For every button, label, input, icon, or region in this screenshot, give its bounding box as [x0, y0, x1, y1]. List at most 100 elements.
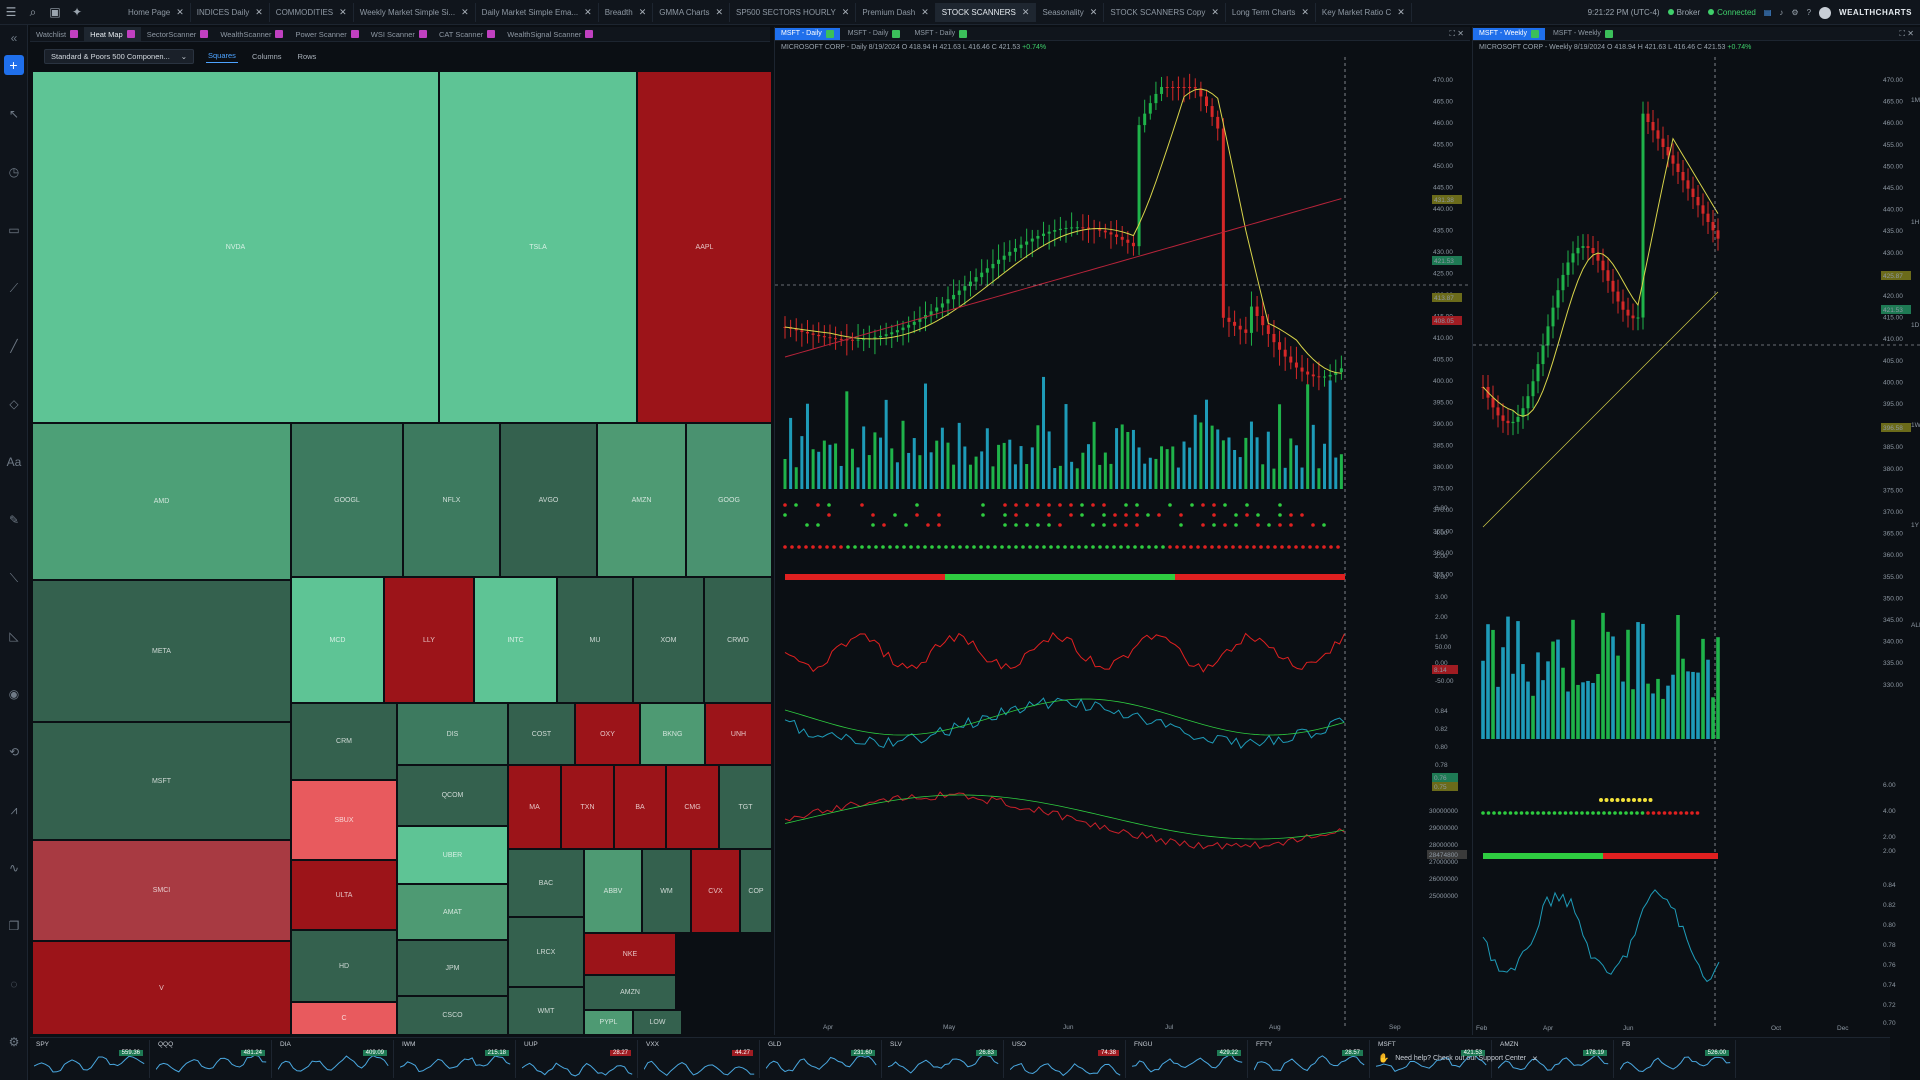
measure-tool-icon[interactable]: ◺	[9, 629, 19, 643]
ruler-tool-icon[interactable]: ⟍	[9, 570, 19, 585]
heatmap-cell[interactable]: V	[32, 941, 291, 1035]
heatmap-cell[interactable]: SBUX	[291, 780, 397, 860]
heatmap-cell[interactable]: CMG	[666, 765, 719, 849]
workspace-tab[interactable]: STOCK SCANNERS Copy ✕	[1104, 2, 1226, 22]
heatmap-cell[interactable]: AMZN	[584, 975, 676, 1010]
heatmap-cell[interactable]: BAC	[508, 849, 584, 917]
heatmap-cell[interactable]: LLY	[384, 577, 474, 703]
heatmap-cell[interactable]: WM	[642, 849, 691, 933]
ticker-mini-chart[interactable]: QQQ 481.24	[152, 1040, 272, 1078]
ticker-mini-chart[interactable]: FB 526.00	[1616, 1040, 1736, 1078]
heatmap-cell[interactable]: QCOM	[397, 765, 508, 826]
eye-tool-icon[interactable]: ◉	[8, 687, 20, 701]
bell-icon[interactable]: ♪	[1779, 8, 1784, 17]
close-tab-icon[interactable]: ✕	[255, 6, 263, 17]
ticker-mini-chart[interactable]: GLD 231.60	[762, 1040, 882, 1078]
pattern-tool-icon[interactable]: ∿	[8, 861, 20, 875]
scanner-tab[interactable]: CAT Scanner	[433, 27, 501, 42]
ticker-mini-chart[interactable]: FNGU 429.22	[1128, 1040, 1248, 1078]
menu-icon[interactable]: ☰	[5, 5, 17, 19]
ai-icon[interactable]: ✦	[71, 5, 83, 19]
heatmap-cell[interactable]: UBER	[397, 826, 508, 884]
heatmap-cell[interactable]: CSCO	[397, 996, 508, 1035]
workspace-tab[interactable]: Daily Market Simple Ema... ✕	[476, 2, 599, 22]
close-tab-icon[interactable]: ✕	[176, 6, 184, 17]
ticker-mini-chart[interactable]: FFTY 28.57	[1250, 1040, 1370, 1078]
collapse-icon[interactable]: «	[10, 31, 18, 45]
avatar[interactable]	[1819, 6, 1832, 19]
workspace-tab[interactable]: GMMA Charts ✕	[653, 2, 731, 22]
heatmap-cell[interactable]: XOM	[633, 577, 704, 703]
heatmap-cell[interactable]: NVDA	[32, 71, 439, 423]
close-tab-icon[interactable]: ✕	[1089, 6, 1098, 17]
heatmap-cell[interactable]: BKNG	[640, 703, 705, 765]
scanner-tab[interactable]: SectorScanner	[141, 27, 215, 42]
ticker-mini-chart[interactable]: IWM 215.18	[396, 1040, 516, 1078]
ticker-mini-chart[interactable]: SPY 559.36	[30, 1040, 150, 1078]
lock-tool-icon[interactable]: ◌	[10, 977, 18, 991]
close-tab-icon[interactable]: ✕	[339, 6, 347, 17]
close-icon[interactable]: ✕	[1531, 1055, 1538, 1063]
layout-icon[interactable]: ▣	[49, 5, 61, 19]
close-tab-icon[interactable]: ✕	[715, 6, 724, 17]
workspace-tab[interactable]: SP500 SECTORS HOURLY ✕	[730, 2, 857, 22]
heatmap-cell[interactable]: LOW	[633, 1010, 682, 1035]
heatmap-cell[interactable]: CRWD	[704, 577, 772, 703]
workspace-tab[interactable]: STOCK SCANNERS ✕	[935, 2, 1037, 22]
workspace-tab[interactable]: Long Term Charts ✕	[1226, 2, 1316, 22]
heatmap-cell[interactable]: LRCX	[508, 917, 584, 987]
support-banner[interactable]: ✋ Need help? Check out our Support Cente…	[1378, 1053, 1538, 1063]
close-tab-icon[interactable]: ✕	[584, 6, 592, 17]
heatmap-cell[interactable]: MCD	[291, 577, 384, 703]
clock-tool-icon[interactable]: ◷	[8, 165, 20, 179]
scanner-tab[interactable]: WealthSignal Scanner	[501, 27, 599, 42]
ticker-mini-chart[interactable]: VXX 44.27	[640, 1040, 760, 1078]
help-icon[interactable]: ?	[1806, 8, 1812, 17]
layout-option-squares[interactable]: Squares	[206, 49, 238, 63]
chart-tab[interactable]: MSFT - Daily	[908, 28, 973, 40]
heatmap-cell[interactable]: BA	[614, 765, 666, 849]
brush-tool-icon[interactable]: ✎	[8, 513, 20, 527]
workspace-tab[interactable]: COMMODITIES ✕	[270, 2, 354, 22]
search-icon[interactable]: ⌕	[29, 4, 37, 19]
magnet-tool-icon[interactable]: ⟲	[8, 745, 20, 759]
ticker-mini-chart[interactable]: AMZN 178.19	[1494, 1040, 1614, 1078]
heatmap-cell[interactable]: MU	[557, 577, 633, 703]
ticker-mini-chart[interactable]: UUP 28.27	[518, 1040, 638, 1078]
heatmap-cell[interactable]: NKE	[584, 933, 676, 975]
gear-icon[interactable]: ⚙	[1791, 8, 1799, 17]
daily-chart-canvas[interactable]: 470.00 465.00 460.00 455.00 450.00 445.00 440.…	[775, 27, 1471, 1035]
chart-tab[interactable]: MSFT - Weekly	[1473, 27, 1545, 40]
text-tool-icon[interactable]: Aa	[6, 455, 22, 469]
weekly-chart-canvas[interactable]: 470.00 465.00 460.00 455.00 450.00 445.00 440.…	[1473, 27, 1920, 1035]
heatmap-cell[interactable]: COST	[508, 703, 575, 765]
heatmap-cell[interactable]: AMZN	[597, 423, 686, 577]
ticker-mini-chart[interactable]: USO 74.38	[1006, 1040, 1126, 1078]
broker-status[interactable]: Broker	[1667, 8, 1700, 17]
close-tab-icon[interactable]: ✕	[841, 6, 850, 17]
heatmap-cell[interactable]: SMCI	[32, 840, 291, 941]
heatmap-cell[interactable]: AMD	[32, 423, 291, 580]
layout-option-columns[interactable]: Columns	[251, 51, 282, 61]
workspace-tab[interactable]: INDICES Daily ✕	[191, 2, 270, 22]
cursor-tool-icon[interactable]: ↖	[8, 107, 20, 121]
workspace-tab[interactable]: Weekly Market Simple Si... ✕	[354, 2, 476, 22]
workspace-tab[interactable]: Seasonality ✕	[1036, 2, 1105, 22]
ticker-mini-chart[interactable]: SLV 26.83	[884, 1040, 1004, 1078]
workspace-tab[interactable]: Premium Dash ✕	[856, 2, 936, 22]
heatmap-cell[interactable]: CVX	[691, 849, 740, 933]
scanner-tab[interactable]: WealthScanner	[214, 27, 289, 42]
heatmap-cell[interactable]: AMAT	[397, 884, 508, 940]
scanner-tab[interactable]: Power Scanner	[289, 27, 364, 42]
heatmap-cell[interactable]: HD	[291, 930, 397, 1002]
heatmap-cell[interactable]: GOOGL	[291, 423, 403, 577]
weekly-window-controls-icon[interactable]: ⛶ ✕	[1899, 28, 1914, 38]
chart-tab[interactable]: MSFT - Daily	[775, 27, 840, 40]
heatmap-cell[interactable]: JPM	[397, 940, 508, 996]
layers-tool-icon[interactable]: ❐	[8, 919, 20, 933]
heatmap-cell[interactable]: WMT	[508, 987, 584, 1035]
heatmap-cell[interactable]: MSFT	[32, 722, 291, 840]
heatmap-cell[interactable]: NFLX	[403, 423, 500, 577]
scanner-tab[interactable]: Heat Map	[84, 26, 141, 42]
line-tool-icon[interactable]: ╱	[10, 339, 18, 353]
